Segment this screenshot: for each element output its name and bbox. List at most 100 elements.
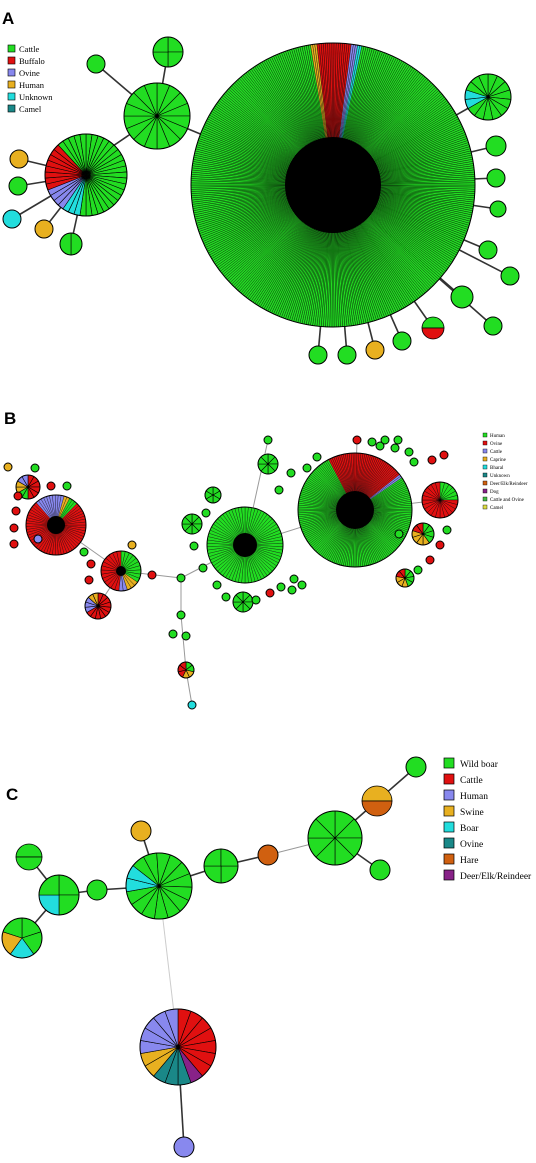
- tiny-node: [274, 485, 284, 495]
- tiny-node: [201, 508, 211, 518]
- node-slice: [421, 316, 445, 329]
- tiny-node: [312, 452, 322, 462]
- legend-item: Boar: [443, 821, 479, 834]
- secondary-node: [203, 848, 239, 884]
- legend-label: Unknown: [19, 92, 53, 102]
- satellite-node: [369, 859, 391, 881]
- legend-swatch-ovine: [443, 837, 455, 849]
- tiny-node: [380, 435, 390, 445]
- legend-item: Ovine: [7, 68, 40, 78]
- legend-label: Deer/Elk/Reindeer: [490, 482, 528, 487]
- node-outline: [297, 452, 413, 568]
- node-outline: [25, 494, 87, 556]
- node-slice: [435, 540, 445, 550]
- tiny-node: [427, 455, 437, 465]
- satellite-node: [86, 54, 106, 74]
- legend-swatch-ovine: [7, 68, 16, 77]
- legend-item: Unknown: [482, 472, 510, 479]
- tiny-node: [375, 441, 385, 451]
- node-slice: [302, 463, 312, 473]
- node-slice: [276, 582, 286, 592]
- node-slice: [15, 856, 43, 871]
- legend-item: Camel: [482, 504, 504, 511]
- tiny-node: [86, 559, 96, 569]
- tiny-node: [289, 574, 299, 584]
- node-slice: [251, 595, 261, 605]
- node-slice: [367, 437, 377, 447]
- node-slice: [30, 463, 40, 473]
- tiny-node: [127, 540, 137, 550]
- legend-swatch-ovine: [482, 440, 488, 446]
- legend-item: Hare: [443, 853, 478, 866]
- tiny-node: [187, 700, 197, 710]
- secondary-node: [177, 661, 195, 679]
- legend-item: Human: [482, 432, 505, 439]
- tiny-node: [79, 547, 89, 557]
- secondary-node: [232, 591, 254, 613]
- node-slice: [13, 491, 23, 501]
- node-slice: [176, 610, 186, 620]
- legend-label: Cattle and Ovine: [490, 498, 525, 503]
- panel-b-legend: Human Ovine Cattle Caprine Bharal Unknow…: [482, 432, 528, 511]
- node-slice: [390, 443, 400, 453]
- tiny-node: [286, 468, 296, 478]
- tiny-node: [212, 580, 222, 590]
- hub-center: [47, 516, 65, 534]
- legend-label: Swine: [460, 808, 484, 818]
- legend-item: Deer/Elk/Reindeer: [482, 480, 528, 487]
- node-slice: [405, 756, 427, 778]
- legend-swatch-swine: [443, 805, 455, 817]
- satellite-node: [86, 879, 108, 901]
- satellite-node: [308, 345, 328, 365]
- node-slice: [3, 462, 13, 472]
- node-slice: [442, 525, 452, 535]
- tiny-node: [404, 447, 414, 457]
- node-outline: [15, 474, 41, 500]
- node-slice: [337, 345, 357, 365]
- network-edge: [180, 614, 187, 671]
- legend-swatch-unknown: [7, 92, 16, 101]
- tiny-node: [221, 592, 231, 602]
- legend-label: Unknown: [490, 474, 510, 479]
- legend-label: Dog: [490, 490, 499, 495]
- secondary-node: [204, 486, 222, 504]
- hub-center: [116, 566, 126, 576]
- node-outline: [206, 506, 284, 584]
- legend-label: Buffalo: [19, 56, 45, 66]
- node-outline: [307, 810, 363, 866]
- node-slice: [369, 859, 391, 881]
- hub-node: [125, 852, 193, 920]
- secondary-node: [307, 810, 363, 866]
- legend-item: Camel: [7, 104, 42, 114]
- satellite-node: [173, 1136, 195, 1158]
- node-outline: [152, 36, 184, 68]
- legend-swatch-deer: [443, 869, 455, 881]
- node-outline: [204, 486, 222, 504]
- node-outline: [177, 661, 195, 679]
- legend-item: Cattle and Ovine: [482, 496, 525, 503]
- node-slice: [287, 585, 297, 595]
- tiny-node: [198, 563, 208, 573]
- tiny-node: [176, 610, 186, 620]
- legend-label: Ovine: [19, 68, 40, 78]
- legend-item: Deer/Elk/Reindeer: [443, 869, 532, 882]
- node-slice: [9, 539, 19, 549]
- panel-c-letter: C: [6, 785, 18, 804]
- node-outline: [1, 917, 43, 959]
- node-slice: [86, 559, 96, 569]
- node-slice: [450, 285, 474, 309]
- satellite-node: [337, 345, 357, 365]
- tiny-node: [367, 437, 377, 447]
- satellite-node: [59, 232, 83, 256]
- node-outline: [44, 133, 128, 217]
- tiny-node: [302, 463, 312, 473]
- tiny-node: [297, 580, 307, 590]
- tiny-node: [46, 481, 56, 491]
- satellite-node: [2, 209, 22, 229]
- tiny-node: [176, 573, 186, 583]
- left-cluster-node: [44, 133, 128, 217]
- node-slice: [312, 452, 322, 462]
- node-outline: [395, 568, 415, 588]
- node-slice: [265, 588, 275, 598]
